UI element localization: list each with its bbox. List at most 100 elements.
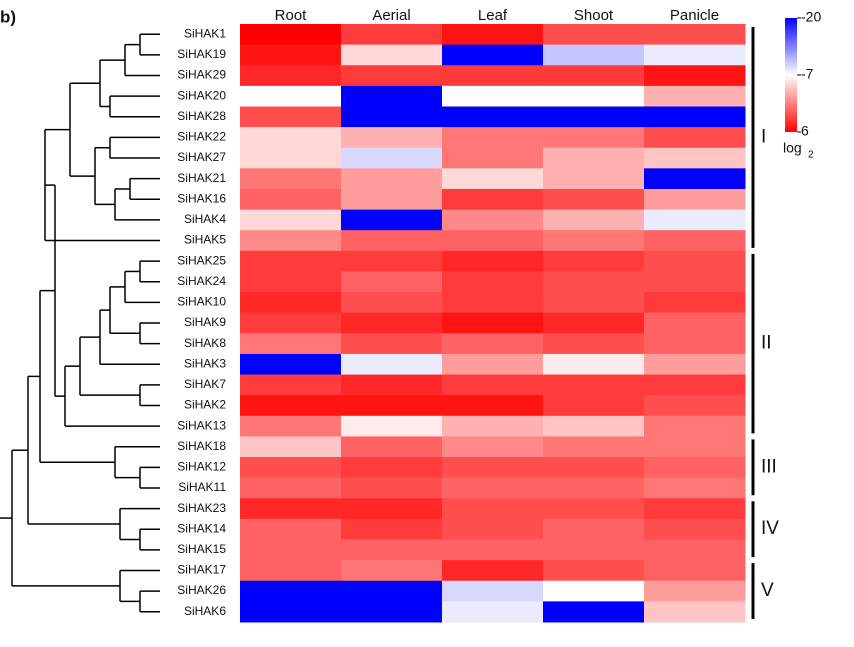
- heatmap-cell: [341, 209, 443, 231]
- heatmap-cell: [240, 518, 342, 541]
- heatmap-cell: [341, 395, 443, 417]
- heatmap-cell: [644, 415, 746, 437]
- heatmap-cell: [644, 477, 746, 499]
- panel-label: b): [0, 7, 16, 26]
- heatmap-cell: [442, 436, 544, 458]
- heatmap-cell: [240, 106, 342, 128]
- heatmap-cell: [341, 457, 443, 479]
- heatmap-cell: [543, 230, 645, 252]
- heatmap-cell: [442, 250, 544, 272]
- heatmap-cell: [543, 436, 645, 458]
- heatmap-cell: [341, 353, 443, 376]
- heatmap-cell: [543, 395, 645, 417]
- heatmap-cell: [543, 312, 645, 334]
- row-label: SiHAK14: [177, 521, 226, 535]
- row-label: SiHAK17: [177, 563, 226, 577]
- heatmap-cell: [240, 457, 342, 479]
- group-label: I: [761, 126, 766, 147]
- heatmap-cell: [543, 106, 645, 128]
- colorbar-tick-label: -20: [801, 9, 821, 25]
- heatmap-cell: [442, 601, 544, 623]
- heatmap-cell: [543, 147, 645, 169]
- row-label: SiHAK9: [184, 315, 226, 329]
- heatmap-cell: [240, 292, 342, 314]
- group-label: V: [761, 580, 774, 601]
- heatmap-cell: [543, 374, 645, 396]
- row-label: SiHAK24: [177, 274, 226, 288]
- heatmap-cell: [341, 230, 443, 252]
- heatmap-cell: [644, 106, 746, 128]
- heatmap-cell: [543, 477, 645, 499]
- heatmap-cell: [240, 312, 342, 334]
- row-label: SiHAK7: [184, 377, 226, 391]
- heatmap-cell: [543, 292, 645, 314]
- row-label: SiHAK22: [177, 130, 226, 144]
- heatmap-cell: [644, 436, 746, 458]
- heatmap-cell: [644, 250, 746, 272]
- heatmap-cell: [442, 312, 544, 334]
- heatmap-cell: [644, 580, 746, 602]
- heatmap-cell: [543, 518, 645, 541]
- row-label: SiHAK12: [177, 460, 226, 474]
- row-label: SiHAK2: [184, 398, 226, 412]
- heatmap-cell: [240, 230, 342, 252]
- heatmap-cell: [442, 539, 544, 561]
- heatmap-cell: [341, 333, 443, 355]
- heatmap-cell: [644, 230, 746, 252]
- row-label: SiHAK29: [177, 68, 226, 82]
- heatmap-cell: [341, 106, 443, 128]
- heatmap-cell: [442, 560, 544, 582]
- row-label: SiHAK26: [177, 583, 226, 597]
- heatmap-cell: [341, 65, 443, 87]
- heatmap-cell: [341, 518, 443, 541]
- heatmap-cell: [543, 24, 645, 46]
- group-label: III: [761, 456, 777, 477]
- heatmap-cell: [341, 127, 443, 149]
- heatmap-cell: [442, 188, 544, 211]
- group-label: IV: [761, 518, 779, 539]
- heatmap-cell: [442, 292, 544, 314]
- row-label: SiHAK11: [178, 480, 226, 494]
- heatmap-cell: [543, 127, 645, 149]
- column-label: Root: [275, 7, 308, 24]
- row-label: SiHAK16: [177, 191, 226, 205]
- colorbar-tick-label: 6: [801, 123, 809, 139]
- row-label: SiHAK13: [177, 418, 226, 432]
- heatmap-cell: [341, 539, 443, 561]
- heatmap-cell: [644, 518, 746, 541]
- heatmap-cell: [543, 250, 645, 272]
- colorbar-label: log: [783, 140, 802, 156]
- heatmap-cell: [543, 498, 645, 520]
- colorbar: [785, 18, 797, 132]
- heatmap-cell: [543, 539, 645, 561]
- heatmap-cell: [341, 498, 443, 520]
- heatmap-cell: [644, 333, 746, 355]
- heatmap-cell: [240, 147, 342, 169]
- group-label: II: [761, 333, 772, 354]
- column-label: Leaf: [478, 7, 508, 24]
- heatmap-cell: [543, 560, 645, 582]
- heatmap-cell: [341, 188, 443, 211]
- heatmap-cell: [442, 127, 544, 149]
- heatmap-cell: [442, 374, 544, 396]
- heatmap-cell: [543, 188, 645, 211]
- heatmap-cell: [341, 477, 443, 499]
- heatmap-cell: [543, 65, 645, 87]
- heatmap-cell: [442, 44, 544, 66]
- heatmap-cell: [442, 209, 544, 231]
- heatmap-cell: [442, 106, 544, 128]
- heatmap-cell: [341, 580, 443, 602]
- heatmap-cell: [240, 415, 342, 437]
- heatmap-cell: [442, 457, 544, 479]
- heatmap-cell: [543, 580, 645, 602]
- heatmap-cell: [442, 518, 544, 541]
- heatmap-cell: [442, 147, 544, 169]
- heatmap-cell: [341, 292, 443, 314]
- heatmap-cell: [341, 44, 443, 66]
- heatmap-cell: [543, 168, 645, 190]
- heatmap-cell: [644, 209, 746, 231]
- heatmap-cell: [543, 415, 645, 437]
- heatmap-cell: [240, 333, 342, 355]
- row-label: SiHAK20: [177, 88, 226, 102]
- heatmap-cell: [543, 271, 645, 293]
